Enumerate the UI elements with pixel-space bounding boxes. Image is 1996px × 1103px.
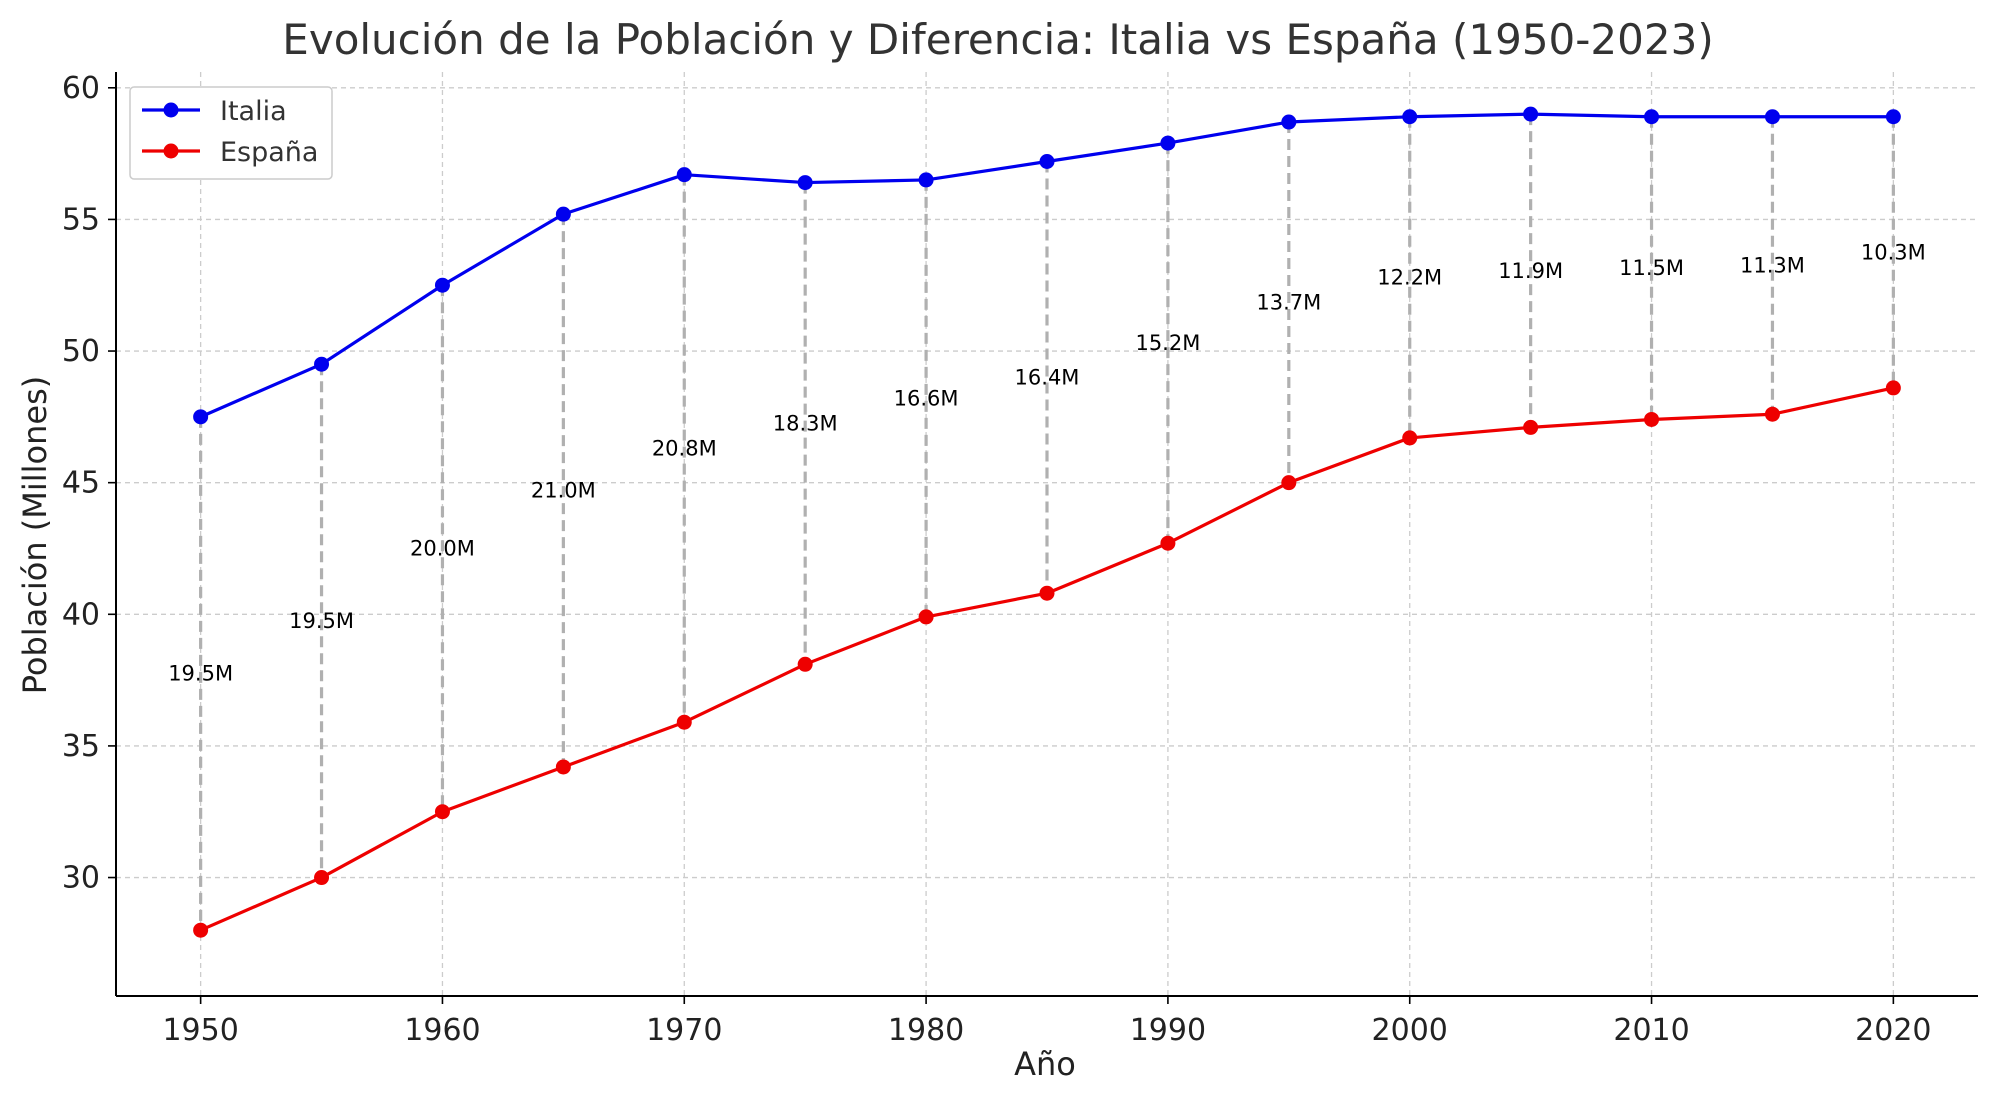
grid-lines [116, 72, 1978, 996]
axes [108, 72, 1978, 1004]
data-point-españa [1523, 419, 1539, 435]
difference-label: 16.4M [1015, 365, 1080, 389]
difference-label: 21.0M [531, 479, 596, 503]
difference-label: 12.2M [1377, 265, 1442, 289]
legend: Italia España [129, 86, 333, 180]
legend-label-italia: Italia [220, 96, 287, 127]
x-tick-label: 1980 [888, 1013, 964, 1048]
y-tick-label: 60 [62, 71, 100, 106]
y-tick-label: 50 [62, 334, 100, 369]
y-tick-label: 35 [62, 729, 100, 764]
difference-label: 20.0M [410, 536, 475, 560]
legend-marker-italia [163, 102, 179, 118]
data-point-italia [1764, 109, 1780, 125]
data-point-españa [797, 656, 813, 672]
data-point-italia [1160, 135, 1176, 151]
data-point-españa [314, 870, 330, 886]
data-point-españa [1281, 475, 1297, 491]
data-point-italia [797, 175, 813, 191]
y-tick-label: 45 [62, 466, 100, 501]
data-point-españa [434, 804, 450, 820]
difference-label: 13.7M [1256, 290, 1321, 314]
data-point-españa [1885, 380, 1901, 396]
difference-labels: 19.5M 19.5M 20.0M 21.0M 20.8M 18.3M 16.6M 16.4M… [168, 240, 1926, 685]
y-tick-label: 40 [62, 597, 100, 632]
data-point-italia [1523, 106, 1539, 122]
x-tick-label: 1970 [646, 1013, 722, 1048]
data-point-españa [555, 759, 571, 775]
difference-label: 20.8M [652, 436, 717, 460]
data-point-italia [1885, 109, 1901, 125]
data-point-italia [676, 167, 692, 183]
difference-label: 10.3M [1861, 240, 1926, 264]
x-tick-label: 1960 [404, 1013, 480, 1048]
difference-label: 15.2M [1135, 331, 1200, 355]
legend-marker-españa [163, 143, 179, 159]
data-series [193, 106, 1901, 938]
tick-labels: 1950 1960 1970 1980 1990 2000 2010 2020 30 35 40 45… [62, 71, 1932, 1048]
data-point-españa [1644, 411, 1660, 427]
data-point-italia [1402, 109, 1418, 125]
difference-label: 11.3M [1740, 253, 1805, 277]
data-point-españa [193, 922, 209, 938]
x-tick-label: 2000 [1372, 1013, 1448, 1048]
data-point-italia [434, 277, 450, 293]
difference-label: 18.3M [773, 411, 838, 435]
x-tick-label: 1990 [1130, 1013, 1206, 1048]
data-point-españa [1764, 406, 1780, 422]
legend-label-españa: España [220, 137, 318, 168]
data-point-españa [1160, 535, 1176, 551]
x-tick-label: 2010 [1613, 1013, 1689, 1048]
difference-label: 19.5M [289, 609, 354, 633]
data-point-españa [676, 714, 692, 730]
data-point-italia [555, 206, 571, 222]
x-tick-label: 2020 [1855, 1013, 1931, 1048]
x-axis-label: Año [1014, 1045, 1076, 1083]
data-point-italia [918, 172, 934, 188]
y-tick-label: 55 [62, 202, 100, 237]
data-point-italia [1281, 114, 1297, 130]
data-point-italia [193, 409, 209, 425]
difference-label: 11.9M [1498, 259, 1563, 283]
chart-title: Evolución de la Población y Diferencia: … [282, 15, 1713, 64]
difference-connectors [199, 114, 1895, 931]
x-tick-label: 1950 [162, 1013, 238, 1048]
data-point-españa [1039, 585, 1055, 601]
data-point-italia [1039, 154, 1055, 170]
y-tick-label: 30 [62, 861, 100, 896]
data-point-españa [918, 609, 934, 625]
y-axis-label: Población (Millones) [16, 376, 54, 695]
difference-label: 19.5M [168, 662, 233, 686]
data-point-españa [1402, 430, 1418, 446]
data-point-italia [314, 356, 330, 372]
difference-label: 11.5M [1619, 256, 1684, 280]
data-point-italia [1644, 109, 1660, 125]
difference-label: 16.6M [894, 386, 959, 410]
